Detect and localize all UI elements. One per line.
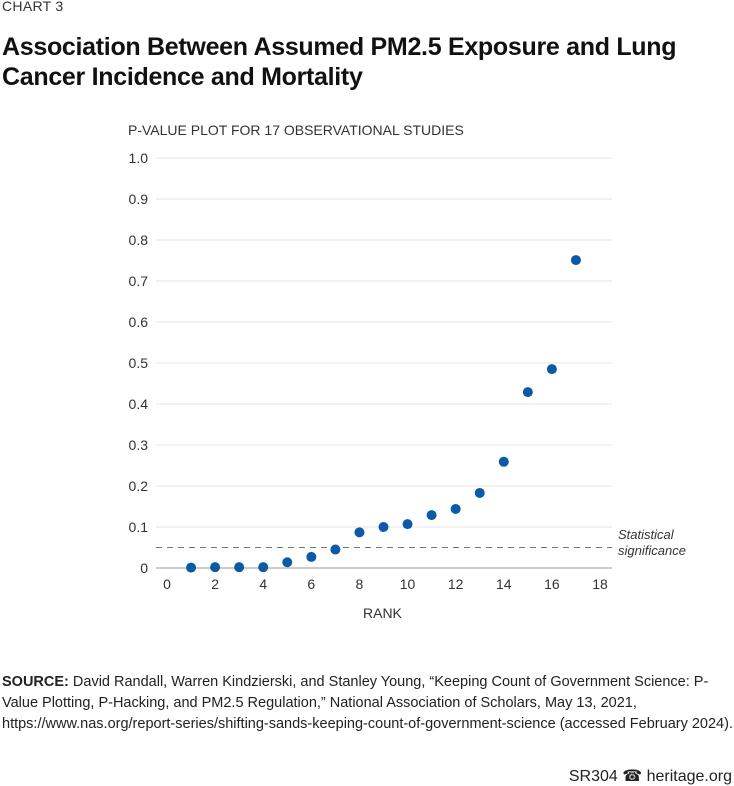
x-tick-label: 2 <box>211 576 219 592</box>
x-tick-label: 16 <box>544 576 560 592</box>
data-point <box>234 562 245 573</box>
y-tick-label: 0.4 <box>129 396 149 412</box>
x-tick-label: 12 <box>448 576 464 592</box>
data-point <box>450 503 461 514</box>
significance-label: Statistical <box>618 527 675 542</box>
data-point <box>186 562 197 573</box>
x-tick-label: 4 <box>259 576 267 592</box>
x-tick-label: 18 <box>592 576 608 592</box>
data-point <box>354 527 365 538</box>
y-tick-label: 0 <box>140 560 148 576</box>
data-point <box>570 255 581 266</box>
y-tick-label: 0.2 <box>129 478 149 494</box>
data-point <box>402 519 413 530</box>
data-point <box>546 364 557 375</box>
data-point <box>474 487 485 498</box>
chart-subtitle: P-VALUE PLOT FOR 17 OBSERVATIONAL STUDIE… <box>128 122 464 138</box>
data-point <box>306 551 317 562</box>
scatter-plot: 0 0.1 0.2 0.3 0.4 0.5 0.6 0.7 0.8 0.9 1.0 0 2 4 6 8 10 12… <box>129 150 686 592</box>
data-point <box>378 522 389 532</box>
x-tick-label: 6 <box>307 576 315 592</box>
y-tick-label: 0.6 <box>129 314 149 330</box>
y-tick-label: 0.9 <box>129 191 149 207</box>
source-text: David Randall, Warren Kindzierski, and S… <box>2 674 733 732</box>
bell-icon: ☎ <box>622 768 643 785</box>
footer: SR304 ☎ heritage.org <box>569 766 732 786</box>
y-tick-label: 0.8 <box>129 232 149 248</box>
y-tick-label: 1.0 <box>129 150 149 166</box>
data-point <box>210 562 221 573</box>
data-point <box>498 456 509 467</box>
y-tick-label: 0.1 <box>129 519 149 535</box>
x-tick-label: 10 <box>400 576 416 592</box>
site-link[interactable]: heritage.org <box>646 768 732 785</box>
y-tick-label: 0.3 <box>129 437 149 453</box>
data-point <box>426 510 437 521</box>
data-point <box>330 544 341 555</box>
x-axis-label: RANK <box>363 605 402 621</box>
data-point <box>282 557 293 568</box>
data-point <box>522 387 533 398</box>
source-label: SOURCE: <box>2 674 69 690</box>
chart-kicker: CHART 3 <box>2 0 64 14</box>
source-note: SOURCE: David Randall, Warren Kindziersk… <box>2 672 734 735</box>
x-tick-label: 14 <box>496 576 512 592</box>
x-tick-label: 8 <box>356 576 364 592</box>
report-code: SR304 <box>568 768 618 785</box>
y-tick-label: 0.5 <box>129 355 149 371</box>
data-point <box>258 562 269 573</box>
significance-label: significance <box>618 543 686 558</box>
chart-title: Association Between Assumed PM2.5 Exposu… <box>2 33 677 91</box>
x-tick-label: 0 <box>163 576 171 592</box>
y-tick-label: 0.7 <box>129 273 149 289</box>
